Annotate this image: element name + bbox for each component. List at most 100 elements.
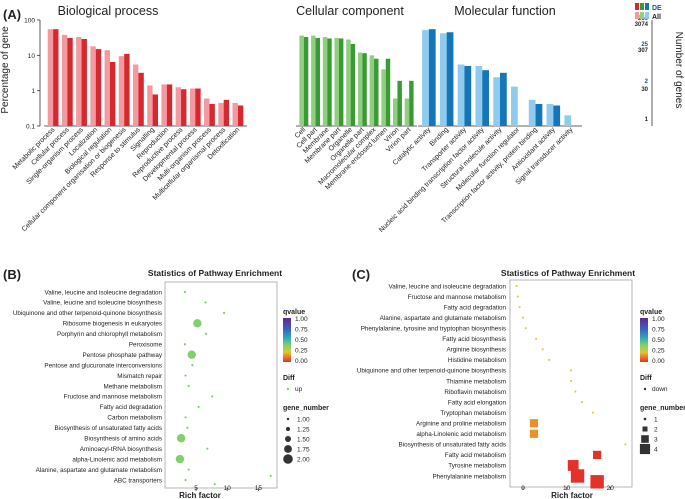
- pathway-label-riboflavin-metabolism: Riboflavin metabolism: [444, 389, 506, 396]
- legend-de-swatch-mf: [645, 3, 649, 10]
- bar-de-cell-part: [315, 37, 320, 126]
- bar-de-antioxidant-activity: [553, 105, 561, 126]
- pathway-label-pentose-phosphate-pathway: Pentose phosphate pathway: [83, 352, 163, 359]
- pathway-point-tryptophan-metabolism: [591, 411, 594, 414]
- pathway-point-fatty-acid-biosynthesis: [535, 337, 538, 340]
- bar-de-membrane-enclosed-lumen: [385, 58, 391, 126]
- diff-legend-label: up: [295, 386, 303, 393]
- bar-all-binding: [439, 33, 447, 126]
- qvalue-tick-label: 0.75: [652, 327, 665, 334]
- panel-a-legend: DE All: [635, 3, 662, 21]
- pathway-point-thiamine-metabolism: [570, 380, 572, 382]
- pathway-label-valine-leucine-and-isoleucine-biosynthesis: Valine, leucine and isoleucine biosynthe…: [43, 300, 162, 307]
- bar-all-membrane-part: [334, 37, 339, 126]
- panel-a-ytick-label: 0.1: [26, 124, 35, 131]
- bar-all-cell-part: [311, 35, 316, 127]
- bar-all-response-to-stimulus: [132, 64, 139, 126]
- panel-b-xtick-label: 5: [194, 485, 198, 492]
- bar-de-single-organism-process: [81, 38, 87, 126]
- panel-b-xtick-label: 10: [224, 485, 232, 492]
- pathway-label-alanine-aspartate-and-glutamate-metabolism: Alanine, aspartate and glutamate metabol…: [36, 467, 162, 474]
- panel-a-ytick-label: 100: [24, 18, 35, 25]
- pathway-point-methane-metabolism: [187, 384, 190, 388]
- pathway-point-phenylalanine-metabolism: [570, 469, 585, 483]
- pathway-label-fructose-and-mannose-metabolism: Fructose and mannose metabolism: [64, 394, 162, 401]
- pathway-point-carbon-metabolism: [184, 416, 187, 419]
- panel-a-axis: 100 10 1 0.1: [24, 18, 41, 131]
- pathway-point-ribosome-biogenesis-in-eukaryotes: [193, 319, 202, 328]
- panel-b-legend: qvalue1.000.750.500.250.00Diffupgene_num…: [283, 309, 329, 464]
- pathway-point-alanine-aspartate-and-glutamate-metabolism: [522, 316, 524, 319]
- diff-legend-title: Diff: [640, 375, 652, 382]
- gene-number-legend-label: 2: [654, 427, 658, 434]
- pathway-label-peroxisome: Peroxisome: [129, 342, 163, 349]
- right-tick-de: 25: [641, 42, 648, 48]
- diff-legend-title: Diff: [283, 375, 295, 382]
- bar-all-cellular-component-organisation-or-biogenesis: [118, 56, 125, 126]
- pathway-label-arginine-biosynthesis: Arginine biosynthesis: [446, 347, 506, 354]
- right-tick-all: 307: [638, 48, 649, 54]
- qvalue-color-bar: [640, 318, 648, 362]
- right-tick-all: 1: [645, 117, 649, 123]
- pathway-label-tryptophan-metabolism: Tryptophan metabolism: [440, 410, 506, 417]
- bar-de-localization: [95, 49, 102, 126]
- pathway-label-arginine-and-proline-metabolism: Arginine and proline metabolism: [416, 421, 506, 428]
- bar-all-localization: [90, 46, 96, 126]
- gene-number-legend-label: 4: [654, 447, 658, 454]
- bar-all-signalling: [147, 85, 153, 126]
- bar-all-transcription-factor-activity-protein-binding: [528, 99, 536, 126]
- bar-all-membrane: [322, 37, 328, 126]
- bar-de-nucleic-acid-binding-transcription-factor-activity: [482, 70, 489, 126]
- extra-point: [269, 474, 272, 477]
- pathway-point-mismatch-repair: [184, 374, 187, 377]
- gene-number-legend-marker: [284, 445, 292, 453]
- qvalue-tick-label: 1.00: [652, 316, 665, 323]
- pathway-label-valine-leucine-and-isoleucine-degradation: Valine, leucine and isoleucine degradati…: [388, 283, 506, 290]
- gene-number-legend-label: 2.00: [297, 457, 310, 464]
- qvalue-tick-label: 1.00: [295, 316, 308, 323]
- panel-b-xlabel: Rich factor: [179, 491, 221, 499]
- bar-de-virion: [397, 80, 402, 126]
- bar-de-detoxification: [237, 105, 244, 126]
- bar-all-multicellular-organismal-process: [218, 102, 224, 126]
- diff-legend-label: down: [652, 386, 668, 393]
- diff-legend-dot: [286, 387, 290, 391]
- legend-all-swatch-bp: [635, 12, 639, 19]
- bar-de-response-to-stimulus: [138, 72, 144, 126]
- qvalue-tick-label: 0.00: [295, 358, 308, 365]
- gene-number-legend-marker: [283, 454, 293, 464]
- gene-number-legend-marker: [641, 435, 649, 443]
- bar-de-biological-regulation: [109, 61, 116, 127]
- qvalue-legend-title: qvalue: [640, 309, 662, 316]
- gene-number-legend-label: 1.25: [297, 427, 310, 434]
- bar-all-virion: [393, 98, 398, 126]
- bar-de-developmental-process: [195, 88, 201, 126]
- gene-number-legend-marker: [643, 417, 647, 421]
- pathway-point-valine-leucine-and-isoleucine-degradation: [515, 285, 518, 287]
- pathway-point-fructose-and-mannose-metabolism: [211, 395, 214, 398]
- bar-all-cellular-process: [61, 34, 68, 127]
- gene-number-legend-label: 1: [654, 417, 658, 424]
- pathway-point-arginine-and-proline-metabolism: [529, 419, 539, 428]
- group-title-cellular-component: Cellular component: [296, 4, 404, 18]
- pathway-point-valine-leucine-and-isoleucine-degradation: [183, 290, 187, 294]
- pathway-point-porphyrin-and-chlorophyll-metabolism: [204, 332, 208, 335]
- pathway-point-arginine-biosynthesis: [541, 348, 544, 351]
- pathway-label-alanine-aspartate-and-glutamate-metabolism: Alanine, aspartate and glutamate metabol…: [380, 315, 506, 322]
- bar-all-organelle: [346, 39, 351, 126]
- qvalue-tick-label: 0.25: [295, 348, 308, 355]
- panel-a-ytick-label: 1: [31, 88, 35, 95]
- bar-all-organelle-part: [357, 52, 363, 126]
- bar-all-antioxidant-activity: [546, 103, 554, 126]
- pathway-point-alpha-linolenic-acid-metabolism: [529, 429, 539, 438]
- pathway-label-ubiquinone-and-other-terpenoid-quinone-biosynthesis: Ubiquinone and other terpenoid-quinone b…: [357, 368, 506, 375]
- bar-de-multicellular-organismal-process: [223, 99, 230, 126]
- panel-c-label: (C): [352, 267, 370, 282]
- pathway-point-biosynthesis-of-unsaturated-fatty-acids: [186, 426, 189, 429]
- gene-number-legend-title: gene_number: [283, 405, 329, 412]
- pathway-point-abc-transporters: [184, 478, 187, 482]
- pathway-label-methane-metabolism: Methane metabolism: [104, 383, 162, 390]
- bar-de-binding: [446, 32, 454, 126]
